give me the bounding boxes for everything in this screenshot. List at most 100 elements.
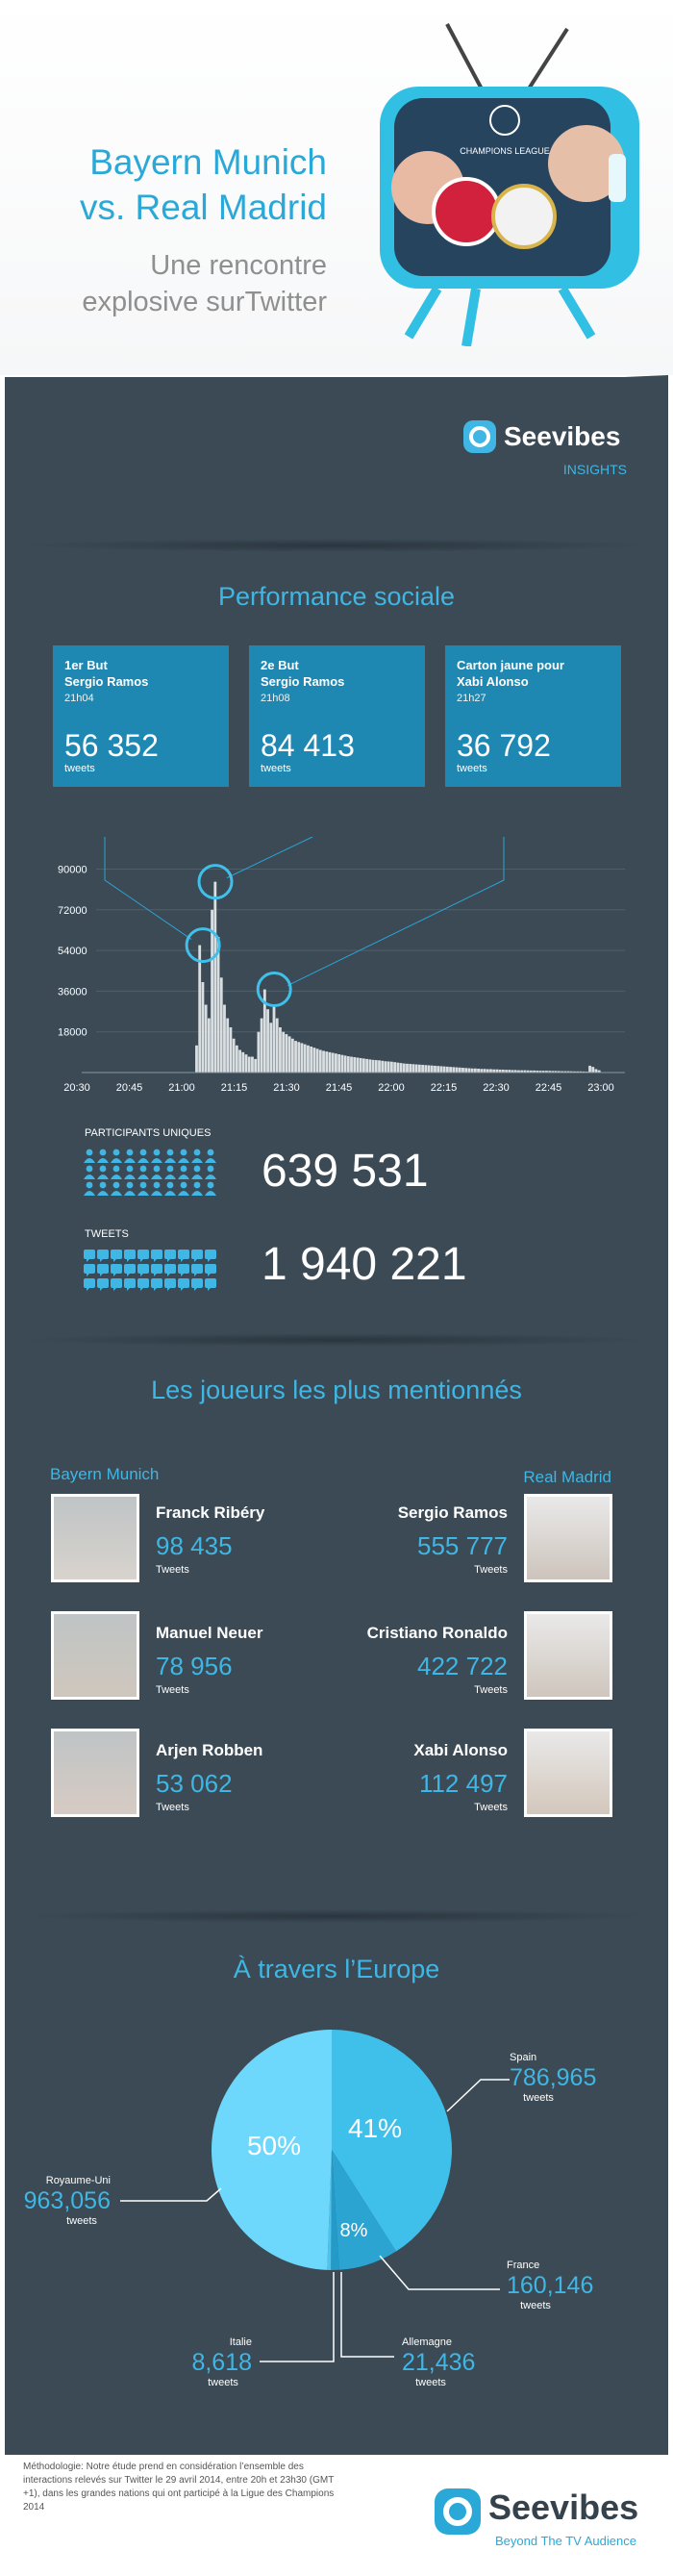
person-head <box>166 1181 174 1189</box>
tweet-bar <box>365 1058 369 1073</box>
player-unit: Tweets <box>156 1684 189 1696</box>
x-tick-label: 22:30 <box>483 1082 510 1094</box>
pie-slice <box>331 2150 339 2270</box>
tweet-bubble <box>178 1250 189 1259</box>
tweet-bubble <box>205 1264 216 1274</box>
person-body <box>178 1174 189 1179</box>
pie-slice <box>332 2150 396 2270</box>
tweet-bar <box>541 1071 545 1073</box>
tweet-bar <box>198 945 202 1073</box>
tweet-bubble-tail <box>140 1288 143 1291</box>
tweet-bubble <box>84 1250 95 1259</box>
tweet-bar <box>374 1060 378 1073</box>
tweet-bubble <box>151 1278 162 1288</box>
tweet-bar <box>204 1004 208 1073</box>
tweet-bubble-tail <box>154 1288 157 1291</box>
pie-callout-line <box>446 2079 510 2112</box>
tweet-bubble-tail <box>154 1259 157 1262</box>
pie-percent-label: 50% <box>247 2131 301 2160</box>
tweet-bar <box>238 1049 241 1073</box>
tweet-bar <box>378 1060 381 1073</box>
player-value: 53 062 <box>156 1769 233 1798</box>
x-tick-label: 20:45 <box>116 1082 143 1094</box>
methodology-text: Méthodologie: Notre étude prend en consi… <box>23 2462 335 2513</box>
tweet-bubble <box>124 1250 136 1259</box>
person-head <box>207 1149 214 1156</box>
pie-percent-label: 41% <box>348 2113 402 2143</box>
person-body <box>164 1174 176 1179</box>
person-body <box>151 1158 162 1163</box>
separator <box>19 1909 654 1923</box>
footer-tagline: Beyond The TV Audience <box>495 2534 636 2548</box>
person-head <box>180 1149 187 1156</box>
tweet-bar <box>505 1070 508 1073</box>
tweet-bar <box>279 1027 282 1073</box>
pie-slice <box>332 2030 453 2252</box>
person-body <box>84 1191 95 1196</box>
x-tick-label: 21:30 <box>273 1082 300 1094</box>
tweet-bar <box>307 1045 310 1073</box>
card-title-line1: 2e But <box>261 658 299 672</box>
tweet-bar <box>201 982 205 1073</box>
tweet-bar <box>573 1071 576 1073</box>
tweet-bar <box>520 1070 524 1073</box>
tweet-bar <box>393 1062 397 1073</box>
person-body <box>191 1191 203 1196</box>
seevibes-logo-icon <box>463 420 496 453</box>
pie-unit-label: tweets <box>415 2377 446 2388</box>
tweet-bubble-tail <box>167 1259 170 1262</box>
y-tick-label: 72000 <box>58 905 87 917</box>
tweet-bubble-tail <box>100 1288 103 1291</box>
tweet-bubble <box>151 1264 162 1274</box>
x-tick-label: 22:45 <box>536 1082 562 1094</box>
tweet-bubble <box>137 1250 149 1259</box>
champions-league-star-icon <box>489 105 520 136</box>
tweet-bar <box>216 937 220 1073</box>
tweet-bar <box>386 1061 390 1073</box>
x-tick-label: 22:15 <box>431 1082 458 1094</box>
tweet-bar <box>290 1038 294 1073</box>
tweet-bar <box>533 1070 536 1073</box>
person-head <box>193 1165 201 1173</box>
tweet-bar <box>536 1071 539 1073</box>
tweet-bar <box>310 1046 313 1073</box>
y-tick-label: 18000 <box>58 1027 87 1039</box>
separator <box>19 1333 654 1347</box>
person-body <box>111 1158 122 1163</box>
pie-unit-label: tweets <box>523 2092 554 2104</box>
person-head <box>126 1165 134 1173</box>
tweet-bubble <box>111 1278 122 1288</box>
pie-slice <box>211 2030 332 2270</box>
page-title-line1: Bayern Munich <box>89 142 327 182</box>
tweet-bubble <box>97 1250 109 1259</box>
tweet-bubble-tail <box>127 1274 130 1276</box>
pie-country-label: Spain <box>510 2052 536 2063</box>
tweet-bar <box>409 1064 412 1073</box>
tweet-bubble <box>97 1278 109 1288</box>
tweet-bubble-tail <box>87 1288 89 1291</box>
tweet-bar <box>361 1058 365 1073</box>
pie-value-label: 786,965 <box>510 2064 596 2091</box>
event-card-3: Carton jaune pour Xabi Alonso 21h27 36 7… <box>445 645 621 787</box>
person-head <box>112 1165 120 1173</box>
person-body <box>191 1174 203 1179</box>
person-head <box>180 1181 187 1189</box>
tweet-bar <box>436 1066 440 1073</box>
tweet-bar <box>467 1068 471 1073</box>
tweet-bar <box>343 1055 347 1073</box>
tweet-bubble-tail <box>181 1259 184 1262</box>
tweet-bubble-tail <box>127 1288 130 1291</box>
tweet-bar <box>551 1071 555 1073</box>
tweet-bar <box>427 1065 431 1073</box>
card-time: 21h04 <box>64 693 94 704</box>
tweet-bubble <box>191 1278 203 1288</box>
person-head <box>126 1149 134 1156</box>
tweets-label: TWEETS <box>85 1228 129 1240</box>
player-unit: Tweets <box>474 1684 508 1696</box>
tweet-bar <box>272 1004 276 1073</box>
tweet-bar <box>213 881 217 1073</box>
player-unit: Tweets <box>474 1802 508 1813</box>
tweet-bar <box>384 1061 387 1073</box>
team-label-real: Real Madrid <box>523 1468 611 1486</box>
person-head <box>153 1149 161 1156</box>
